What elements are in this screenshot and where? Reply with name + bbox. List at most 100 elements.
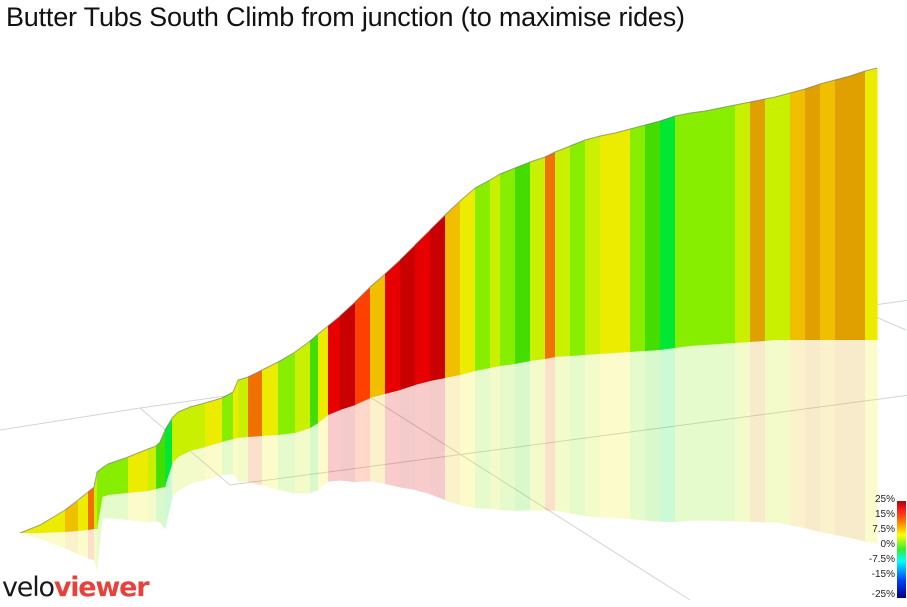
reflection-segment	[460, 371, 476, 509]
profile-segment	[735, 102, 751, 343]
profile-segment	[355, 287, 371, 405]
profile-segment	[500, 168, 516, 366]
profile-segment	[310, 334, 319, 428]
profile-segment	[328, 316, 341, 415]
reflection-segment	[262, 435, 279, 490]
reflection-segment	[385, 390, 401, 488]
profile-segment	[690, 111, 706, 346]
profile-surface	[20, 68, 878, 533]
reflection-segment	[310, 423, 319, 494]
profile-segment	[318, 326, 329, 423]
profile-segment	[128, 449, 149, 493]
reflection-segment	[148, 489, 157, 523]
profile-segment	[545, 152, 556, 359]
profile-segment	[865, 68, 878, 340]
reflection-segment	[585, 354, 601, 518]
profile-segment	[530, 157, 546, 361]
legend-tick-0: 0%	[880, 539, 895, 550]
legend-tick-25: 25%	[874, 494, 895, 505]
profile-segment	[705, 108, 721, 345]
reflection-segment	[222, 439, 234, 475]
reflection-segment	[690, 345, 706, 521]
profile-segment	[460, 188, 476, 375]
legend-tick-7-5: 7.5%	[872, 524, 895, 535]
profile-segment	[340, 302, 356, 410]
profile-segment	[660, 116, 676, 350]
reflection-segment	[238, 437, 249, 482]
reflection-segment	[415, 381, 431, 495]
reflection-segment	[108, 493, 129, 520]
profile-segment	[160, 430, 166, 488]
profile-segment	[172, 412, 179, 463]
reflection-segment	[97, 497, 103, 572]
reflection-segment	[178, 451, 191, 491]
reflection-segment	[705, 344, 721, 521]
profile-segment	[233, 380, 239, 439]
profile-segment	[765, 97, 776, 341]
reflection-segment	[555, 356, 571, 514]
reflection-segment	[675, 346, 691, 522]
reflection-segment	[318, 415, 329, 490]
reflection-segment	[835, 340, 851, 538]
legend-tick-neg-7-5: -7.5%	[868, 554, 895, 565]
profile-segment	[415, 230, 431, 385]
profile-segment	[148, 446, 157, 491]
profile-segment	[97, 468, 103, 529]
floor-grid-line	[339, 377, 691, 601]
profile-top-edge	[19, 67, 878, 534]
profile-segment	[165, 418, 173, 487]
reflection-segment	[615, 352, 631, 520]
reflection-segment	[645, 350, 661, 522]
profile-segment	[515, 162, 531, 364]
profile-segment	[262, 362, 279, 436]
profile-segment	[555, 146, 571, 357]
profile-segment	[222, 392, 234, 442]
reflection-segment	[545, 357, 556, 511]
profile-segment	[630, 125, 646, 352]
profile-segment	[645, 121, 661, 351]
page-title: Butter Tubs South Climb from junction (t…	[6, 2, 685, 32]
profile-segment	[490, 174, 501, 368]
profile-segment	[78, 492, 89, 531]
profile-reflection	[20, 340, 878, 572]
profile-segment	[205, 398, 223, 447]
reflection-segment	[340, 405, 356, 483]
profile-segment	[820, 80, 836, 340]
profile-segment	[278, 352, 296, 435]
reflection-segment	[88, 529, 95, 561]
reflection-segment	[660, 348, 676, 522]
profile-segment	[94, 472, 98, 529]
profile-segment	[400, 245, 416, 390]
profile-segment	[475, 180, 491, 371]
reflection-segment	[475, 368, 491, 509]
reflection-segment	[865, 340, 878, 544]
profile-segment	[615, 129, 631, 353]
reflection-segment	[790, 340, 806, 529]
profile-segment	[790, 89, 806, 340]
reflection-segment	[156, 488, 161, 523]
reflection-segment	[128, 491, 149, 523]
reflection-segment	[20, 533, 41, 539]
profile-segment	[585, 136, 601, 355]
reflection-segment	[94, 529, 98, 572]
reflection-segment	[805, 340, 821, 532]
reflection-segment	[735, 342, 751, 522]
reflection-segment	[248, 436, 263, 486]
reflection-segment	[78, 530, 89, 559]
reflection-segment	[172, 457, 179, 497]
profile-segment	[430, 215, 446, 381]
reflection-segment	[160, 487, 166, 530]
reflection-segment	[530, 359, 546, 511]
logo-text-viewer: viewer	[53, 572, 150, 603]
legend-tick-neg-25: -25%	[871, 589, 895, 600]
floor-grid-line	[0, 407, 141, 431]
reflection-segment	[515, 361, 531, 511]
profile-segment	[238, 377, 249, 438]
profile-segment	[102, 464, 109, 497]
profile-segment	[178, 407, 191, 457]
profile-segment	[40, 510, 66, 533]
reflection-segment	[205, 442, 223, 480]
reflection-segment	[720, 343, 736, 522]
reflection-segment	[570, 355, 586, 517]
